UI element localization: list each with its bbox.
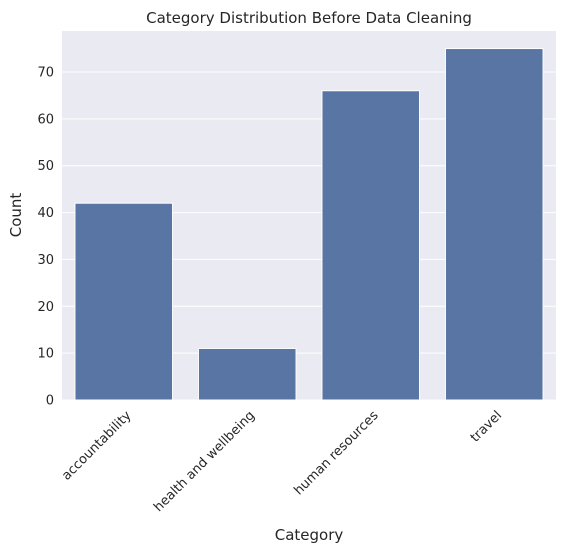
bar-accountability	[75, 203, 173, 400]
x-tick-label: travel	[468, 408, 505, 445]
y-tick-label: 0	[46, 394, 54, 409]
y-tick-label: 30	[37, 253, 54, 268]
y-tick-label: 10	[37, 347, 54, 362]
y-tick-label: 60	[37, 112, 54, 127]
y-axis-title: Count	[7, 193, 25, 238]
y-tick-label: 50	[37, 159, 54, 174]
chart-title: Category Distribution Before Data Cleani…	[146, 9, 472, 27]
y-axis-ticks: 0 10 20 30 40 50 60 70	[37, 66, 54, 409]
y-tick-label: 70	[37, 66, 54, 81]
bar-health-and-wellbeing	[198, 348, 296, 400]
x-axis-ticks: accountability health and wellbeing human …	[59, 408, 505, 515]
x-tick-label: human resources	[291, 408, 381, 498]
x-tick-label: accountability	[59, 408, 135, 484]
bar-human-resources	[322, 91, 420, 400]
x-tick-label: health and wellbeing	[151, 408, 258, 515]
y-tick-label: 20	[37, 300, 54, 315]
x-axis-title: Category	[275, 526, 344, 544]
y-tick-label: 40	[37, 206, 54, 221]
bar-travel	[445, 49, 543, 400]
